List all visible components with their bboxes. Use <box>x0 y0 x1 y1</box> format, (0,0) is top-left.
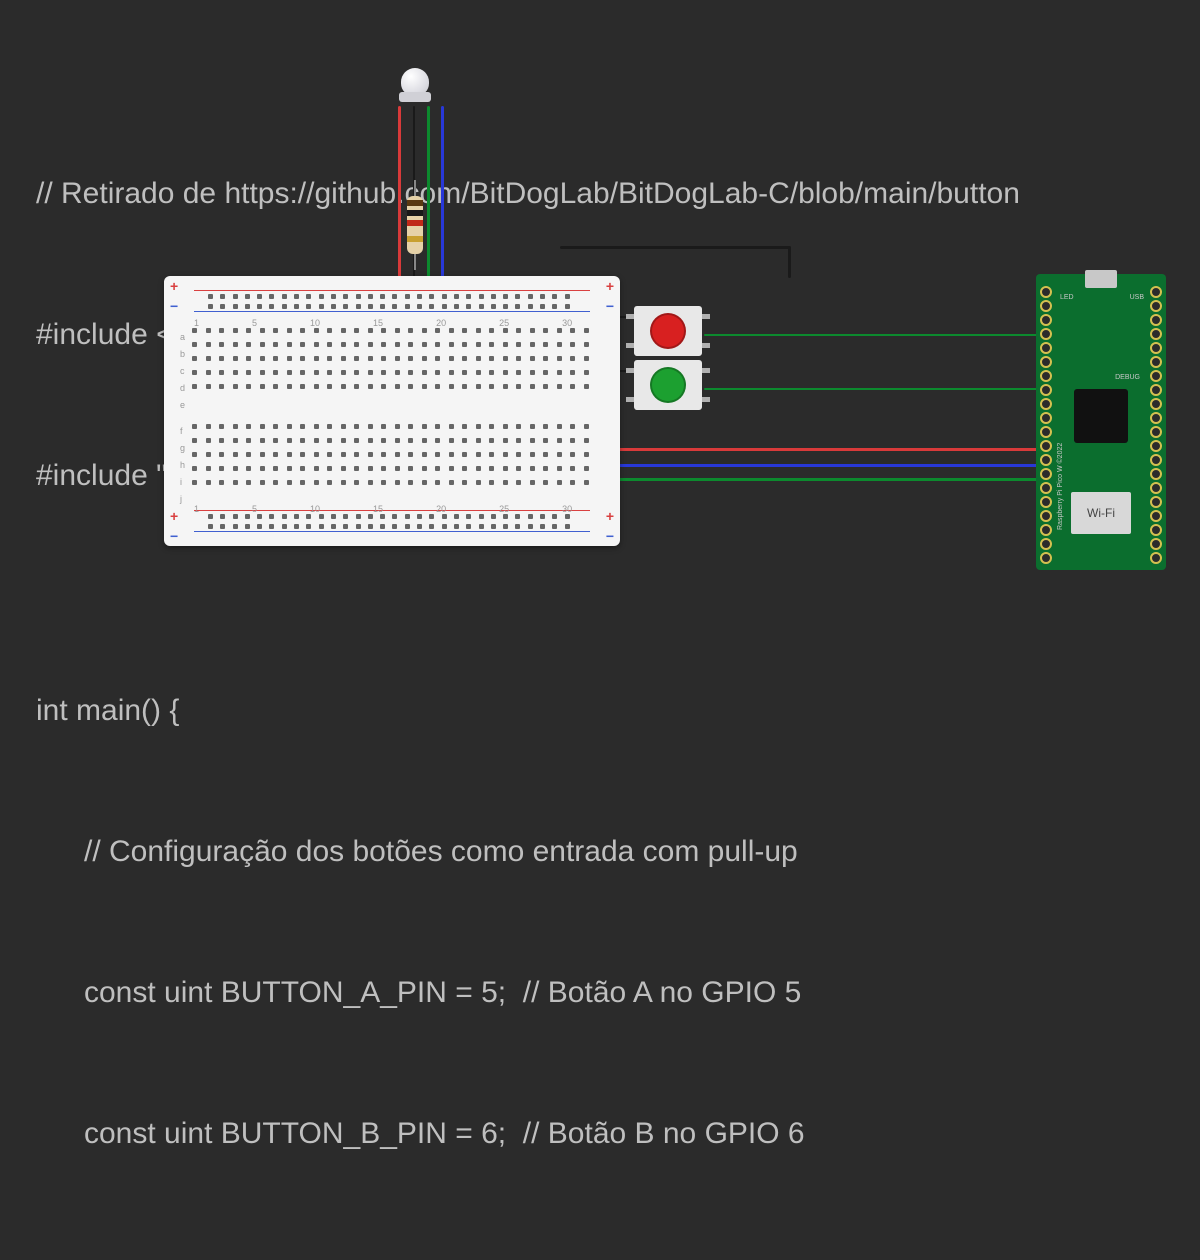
breadboard[interactable]: + − + − + − + − 151015202530 15101520253… <box>164 276 620 546</box>
wire-segment <box>398 106 401 298</box>
code-line: // Retirado de https://github.com/BitDog… <box>36 170 1020 217</box>
code-line: // Configuração dos botões como entrada … <box>36 828 1020 875</box>
tie-strip-upper <box>192 328 592 400</box>
push-button-green[interactable] <box>634 360 702 410</box>
resistor-band <box>407 236 423 242</box>
column-labels: 151015202530 <box>194 504 572 514</box>
resistor-lead <box>414 180 416 196</box>
minus-icon: − <box>170 528 178 544</box>
code-line: gpio_init(BUTTON_A_PIN); <box>36 1251 1020 1260</box>
code-line: const uint BUTTON_B_PIN = 6; // Botão B … <box>36 1110 1020 1157</box>
minus-icon: − <box>606 528 614 544</box>
code-line: int main() { <box>36 687 1020 734</box>
tie-strip-lower <box>192 424 592 496</box>
led-label: LED <box>1060 294 1074 301</box>
rgb-led[interactable] <box>398 68 432 112</box>
power-rail-top <box>180 284 604 318</box>
plus-icon: + <box>170 278 178 294</box>
resistor-band <box>407 200 423 206</box>
resistor-lead <box>414 254 416 270</box>
wifi-module: Wi-Fi <box>1071 492 1131 534</box>
button-cap <box>650 367 686 403</box>
wire-segment <box>788 246 791 278</box>
minus-icon: − <box>606 298 614 314</box>
gpio-pins-left <box>1040 286 1052 564</box>
column-labels: 151015202530 <box>194 318 572 328</box>
minus-icon: − <box>170 298 178 314</box>
row-labels: fghij <box>180 426 185 504</box>
button-cap <box>650 313 686 349</box>
usb-label: USB <box>1130 294 1144 301</box>
wire-segment <box>704 388 1042 390</box>
plus-icon: + <box>170 508 178 524</box>
plus-icon: + <box>606 508 614 524</box>
rp2040-chip <box>1074 389 1128 443</box>
row-labels: abcde <box>180 332 185 410</box>
push-button-red[interactable] <box>634 306 702 356</box>
usb-connector <box>1085 270 1117 288</box>
resistor-band <box>407 210 423 216</box>
code-overlay: // Retirado de https://github.com/BitDog… <box>36 76 1020 1260</box>
board-label: Raspberry Pi Pico W ©2022 <box>1057 443 1064 530</box>
wire-segment <box>704 334 1042 336</box>
wire-segment <box>560 246 790 249</box>
code-line: const uint BUTTON_A_PIN = 5; // Botão A … <box>36 969 1020 1016</box>
resistor-band <box>407 220 423 226</box>
debug-label: DEBUG <box>1115 374 1140 381</box>
gpio-pins-right <box>1150 286 1162 564</box>
led-base <box>399 92 431 102</box>
plus-icon: + <box>606 278 614 294</box>
resistor[interactable] <box>407 196 423 254</box>
raspberry-pi-pico[interactable]: Wi-Fi Raspberry Pi Pico W ©2022 USB LED … <box>1036 274 1166 570</box>
